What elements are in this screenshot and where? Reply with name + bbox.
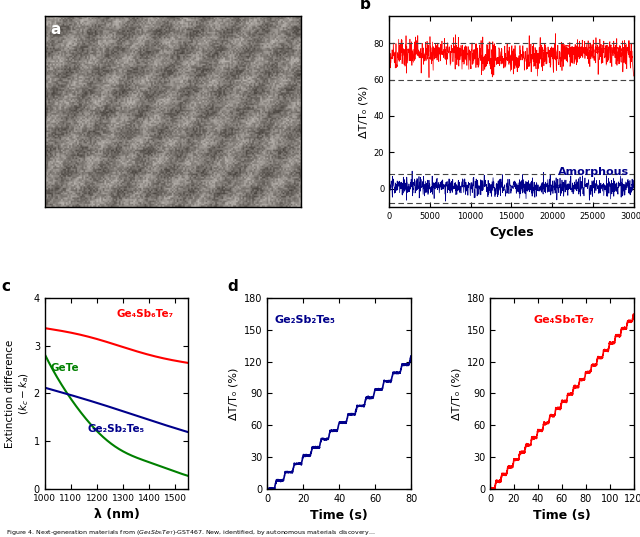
Text: Figure 4. Next-generation materials from $(Ge_4Sb_6Te_7)$-GST467. New, identifie: Figure 4. Next-generation materials from… xyxy=(6,528,376,537)
Y-axis label: ΔT/Tₒ (%): ΔT/Tₒ (%) xyxy=(228,367,239,419)
Text: Ge₂Sb₂Te₅: Ge₂Sb₂Te₅ xyxy=(275,315,335,325)
Y-axis label: ΔT/Tₒ (%): ΔT/Tₒ (%) xyxy=(451,367,461,419)
Text: Crystalline: Crystalline xyxy=(562,46,628,55)
Text: GeTe: GeTe xyxy=(51,362,79,373)
Text: Ge₂Sb₂Te₅: Ge₂Sb₂Te₅ xyxy=(88,424,145,433)
Text: b: b xyxy=(360,0,371,12)
Y-axis label: Extinction difference
$(k_c - k_a)$: Extinction difference $(k_c - k_a)$ xyxy=(5,339,31,447)
X-axis label: Time (s): Time (s) xyxy=(533,509,591,522)
Text: d: d xyxy=(227,279,238,294)
Text: a: a xyxy=(50,22,60,37)
X-axis label: Time (s): Time (s) xyxy=(310,509,368,522)
Text: Ge₄Sb₆Te₇: Ge₄Sb₆Te₇ xyxy=(533,315,594,325)
Text: Amorphous: Amorphous xyxy=(557,168,628,177)
Y-axis label: ΔT/Tₒ (%): ΔT/Tₒ (%) xyxy=(358,85,368,137)
X-axis label: λ (nm): λ (nm) xyxy=(93,508,140,521)
Text: Ge₄Sb₆Te₇: Ge₄Sb₆Te₇ xyxy=(116,309,173,319)
Text: c: c xyxy=(2,279,11,294)
X-axis label: Cycles: Cycles xyxy=(489,226,534,239)
